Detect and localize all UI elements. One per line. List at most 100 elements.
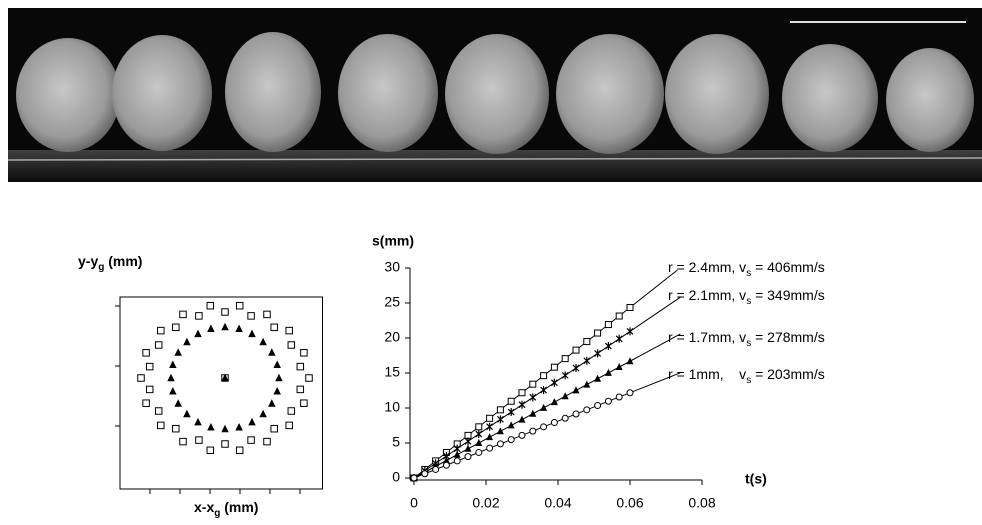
x-tick-label: 0.08 (688, 495, 715, 511)
marker-square (486, 414, 494, 422)
reflection (8, 150, 982, 182)
marker-triangle (572, 386, 580, 394)
x-axis-label: t(s) (745, 471, 767, 487)
y-tick-label: 25 (384, 294, 400, 310)
marker-triangle (273, 360, 281, 369)
marker-circle (594, 402, 602, 410)
marker-square (305, 374, 313, 382)
x-tick-label: 0.02 (472, 495, 499, 511)
marker-square (296, 362, 305, 371)
series (410, 296, 681, 482)
marker-triangle (604, 368, 612, 376)
marker-triangle (475, 439, 483, 446)
drop (782, 44, 878, 152)
marker-triangle (183, 409, 191, 418)
marker-circle (518, 431, 526, 439)
marker-star (496, 415, 504, 424)
marker-circle (507, 436, 515, 444)
marker-square (594, 329, 602, 337)
marker-triangle (268, 399, 276, 407)
displacement-chart: s(mm) t(s) 0 0.02 0.04 0.06 0.08 0 5 10 15 20 25 30… (372, 233, 825, 511)
marker-triangle (453, 450, 461, 458)
marker-circle (561, 414, 569, 422)
y-tick-label: 15 (384, 364, 400, 380)
marker-square (300, 399, 308, 407)
marker-triangle (221, 322, 229, 331)
marker-circle (550, 419, 558, 427)
marker-circle (432, 465, 440, 473)
marker-square (195, 436, 203, 444)
marker-square (235, 446, 244, 455)
drop (445, 34, 549, 154)
marker-star (540, 386, 548, 395)
marker-square (285, 421, 293, 430)
marker-star (529, 393, 537, 402)
drop (665, 34, 769, 154)
marker-triangle (442, 456, 450, 464)
marker-circle (540, 423, 548, 431)
label-text: y-y (78, 253, 98, 269)
marker-star (615, 334, 623, 343)
marker-square (157, 421, 165, 430)
marker-circle (615, 393, 623, 401)
marker-circle (464, 453, 472, 461)
annotation-text: r = 1mm, v (668, 366, 746, 382)
annotation-text: = 203mm/s (751, 366, 825, 382)
marker-triangle (207, 422, 215, 431)
marker-star (464, 437, 472, 446)
series (410, 269, 678, 482)
marker-triangle (259, 337, 267, 346)
marker-square (615, 312, 623, 320)
marker-triangle (464, 444, 472, 452)
marker-circle (486, 444, 494, 452)
marker-star (626, 327, 634, 336)
label-text: x-x (194, 499, 214, 515)
drop (112, 35, 212, 151)
marker-square (475, 423, 483, 431)
marker-square (507, 397, 515, 405)
marker-square (221, 308, 229, 316)
marker-square (137, 374, 145, 382)
marker-triangle (235, 324, 243, 333)
annotation-text: = 278mm/s (751, 329, 825, 345)
marker-circle (442, 461, 450, 469)
marker-square (287, 407, 296, 415)
marker-circle (529, 427, 537, 435)
y-tick-label: 30 (384, 259, 400, 275)
marker-triangle (194, 329, 202, 338)
fit-line (413, 333, 681, 479)
marker-square (142, 349, 150, 357)
marker-triangle (248, 417, 256, 426)
series (410, 333, 681, 481)
marker-star (486, 422, 494, 431)
y-tick-label: 5 (392, 434, 400, 450)
marker-star (475, 430, 483, 439)
annotation-text: r = 2.1mm, v (668, 287, 746, 303)
series (137, 301, 313, 455)
marker-star (550, 378, 558, 387)
marker-square (518, 389, 526, 397)
marker-circle (496, 440, 504, 448)
label-text: (mm) (220, 499, 258, 515)
drop (338, 34, 438, 152)
marker-circle (421, 470, 429, 478)
marker-star (572, 364, 580, 373)
marker-triangle (507, 421, 515, 429)
marker-square (142, 399, 150, 407)
y-tick-label: 20 (384, 329, 400, 345)
x-tick-label: 0.04 (544, 495, 571, 511)
photo (7, 8, 982, 182)
marker-circle (626, 389, 634, 397)
marker-square (626, 303, 634, 311)
marker-triangle (626, 357, 634, 365)
marker-square (235, 301, 244, 310)
marker-triangle (235, 422, 243, 431)
marker-square (206, 301, 215, 310)
substrate-line (7, 157, 982, 161)
drop (886, 48, 974, 152)
marker-square (270, 323, 278, 332)
marker-square (572, 346, 580, 354)
annotation: r = 1mm, vs = 203mm/s (668, 366, 825, 386)
x-tick-label: 0.06 (616, 495, 643, 511)
